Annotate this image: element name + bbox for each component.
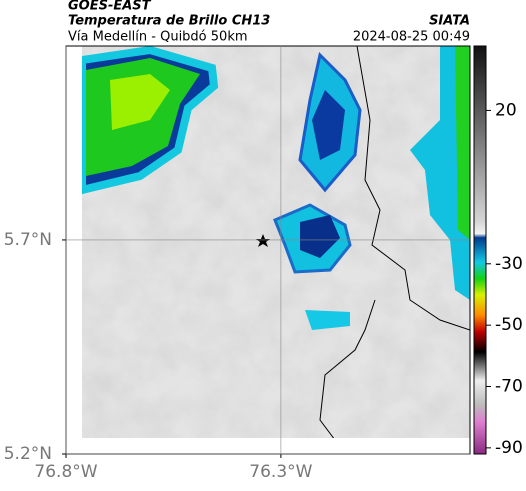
colorbar-tick-label: -50 <box>495 315 523 335</box>
colorbar-tick-label: -90 <box>495 438 523 458</box>
subtitle: Vía Medellín - Quibdó 50km <box>68 30 248 45</box>
colorbar-tick-label: -30 <box>495 254 523 274</box>
title: Temperatura de Brillo CH13 <box>68 14 270 29</box>
x-tick-label: 76.3°W <box>249 462 312 482</box>
x-tick-label: 76.8°W <box>34 462 97 482</box>
brand: SIATA <box>429 14 470 29</box>
timestamp: 2024-08-25 00:49 <box>353 30 470 45</box>
y-tick-label: 5.7°N <box>4 230 52 250</box>
colorbar-tick-label: 20 <box>495 100 517 120</box>
colorbar <box>473 45 487 455</box>
colorbar-tick-label: -70 <box>495 377 523 397</box>
y-tick-label: 5.2°N <box>4 444 52 464</box>
satellite-image <box>82 46 470 438</box>
location-marker <box>256 234 270 247</box>
source: GOES-EAST <box>68 0 152 14</box>
